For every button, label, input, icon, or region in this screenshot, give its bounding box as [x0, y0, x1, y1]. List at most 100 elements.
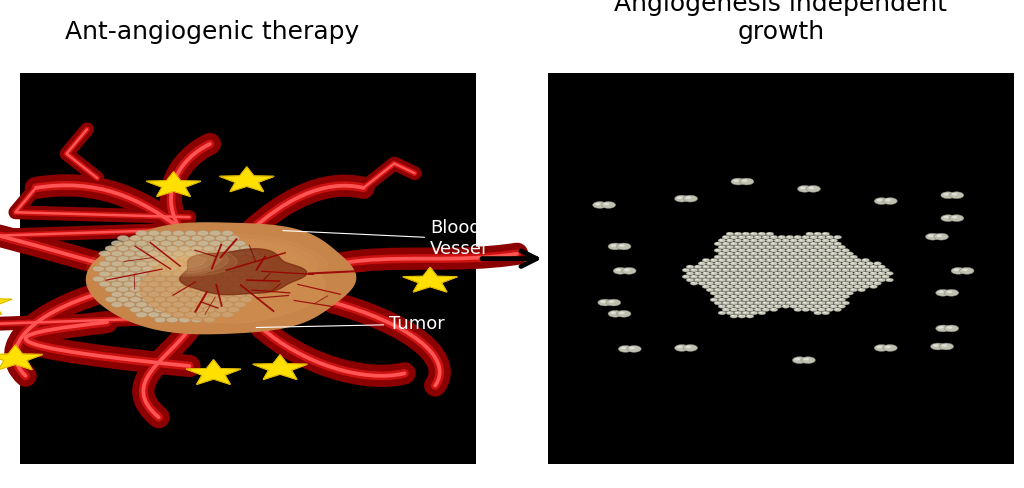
Circle shape — [879, 265, 882, 267]
Circle shape — [234, 302, 246, 307]
Circle shape — [687, 279, 690, 280]
Circle shape — [779, 295, 782, 297]
Circle shape — [608, 310, 623, 317]
Circle shape — [185, 282, 197, 287]
Circle shape — [803, 263, 806, 264]
Circle shape — [865, 275, 873, 279]
Circle shape — [723, 236, 726, 237]
Circle shape — [771, 256, 774, 257]
Circle shape — [210, 282, 221, 287]
Circle shape — [806, 285, 814, 288]
Circle shape — [779, 276, 782, 277]
Circle shape — [167, 256, 178, 262]
Circle shape — [99, 251, 111, 256]
Circle shape — [867, 269, 870, 270]
Circle shape — [806, 265, 814, 269]
Circle shape — [858, 268, 865, 272]
Circle shape — [748, 302, 751, 303]
Circle shape — [869, 278, 878, 282]
Circle shape — [234, 261, 246, 266]
Circle shape — [752, 246, 755, 247]
Circle shape — [710, 278, 718, 282]
Circle shape — [858, 262, 865, 265]
Circle shape — [941, 215, 955, 222]
Circle shape — [794, 248, 802, 252]
Circle shape — [839, 252, 842, 254]
Circle shape — [798, 239, 806, 243]
Circle shape — [750, 259, 758, 262]
Circle shape — [742, 265, 750, 269]
Circle shape — [723, 295, 726, 297]
Circle shape — [204, 286, 215, 292]
Circle shape — [886, 346, 891, 348]
Circle shape — [124, 292, 135, 297]
Circle shape — [766, 245, 774, 249]
Circle shape — [782, 298, 790, 302]
Circle shape — [210, 271, 221, 277]
Circle shape — [743, 233, 746, 234]
Circle shape — [167, 236, 178, 241]
Circle shape — [714, 262, 722, 265]
Circle shape — [873, 282, 882, 285]
Circle shape — [936, 289, 950, 296]
Circle shape — [726, 278, 734, 282]
Circle shape — [734, 285, 741, 288]
Circle shape — [608, 243, 623, 250]
Circle shape — [712, 285, 715, 287]
Circle shape — [831, 265, 834, 267]
Circle shape — [846, 252, 853, 256]
Circle shape — [838, 252, 846, 256]
Circle shape — [738, 248, 745, 252]
Circle shape — [99, 271, 111, 277]
Circle shape — [241, 297, 252, 302]
Circle shape — [842, 275, 850, 279]
Circle shape — [847, 292, 850, 293]
Circle shape — [886, 272, 893, 275]
Circle shape — [796, 289, 798, 290]
Circle shape — [734, 245, 741, 249]
Circle shape — [936, 325, 950, 332]
Circle shape — [775, 305, 778, 306]
Circle shape — [148, 271, 160, 277]
Circle shape — [823, 305, 826, 306]
Circle shape — [839, 279, 842, 280]
Circle shape — [228, 246, 240, 251]
Circle shape — [746, 282, 754, 285]
Circle shape — [155, 256, 166, 262]
Circle shape — [775, 272, 778, 274]
Circle shape — [814, 265, 821, 269]
Circle shape — [792, 299, 795, 300]
Circle shape — [793, 357, 807, 364]
Circle shape — [763, 282, 766, 284]
Circle shape — [818, 288, 825, 292]
Circle shape — [734, 291, 741, 295]
Circle shape — [241, 286, 252, 292]
Circle shape — [861, 285, 869, 288]
Circle shape — [222, 251, 233, 256]
Circle shape — [803, 289, 806, 290]
Circle shape — [759, 312, 762, 313]
Circle shape — [738, 314, 745, 318]
Circle shape — [778, 255, 785, 259]
Circle shape — [714, 255, 722, 259]
Circle shape — [730, 301, 738, 305]
Circle shape — [750, 285, 758, 288]
Circle shape — [130, 297, 141, 302]
Circle shape — [827, 276, 830, 277]
Circle shape — [739, 249, 742, 250]
Circle shape — [810, 268, 817, 272]
Circle shape — [179, 256, 190, 262]
Circle shape — [743, 272, 746, 274]
Polygon shape — [253, 355, 307, 380]
Circle shape — [222, 282, 233, 287]
Circle shape — [818, 308, 825, 311]
Circle shape — [823, 246, 826, 247]
Circle shape — [822, 272, 829, 275]
Circle shape — [787, 269, 791, 270]
Circle shape — [842, 255, 850, 259]
Circle shape — [850, 288, 857, 292]
Circle shape — [754, 242, 762, 245]
Circle shape — [743, 246, 746, 247]
Circle shape — [734, 265, 741, 269]
Circle shape — [762, 282, 770, 285]
